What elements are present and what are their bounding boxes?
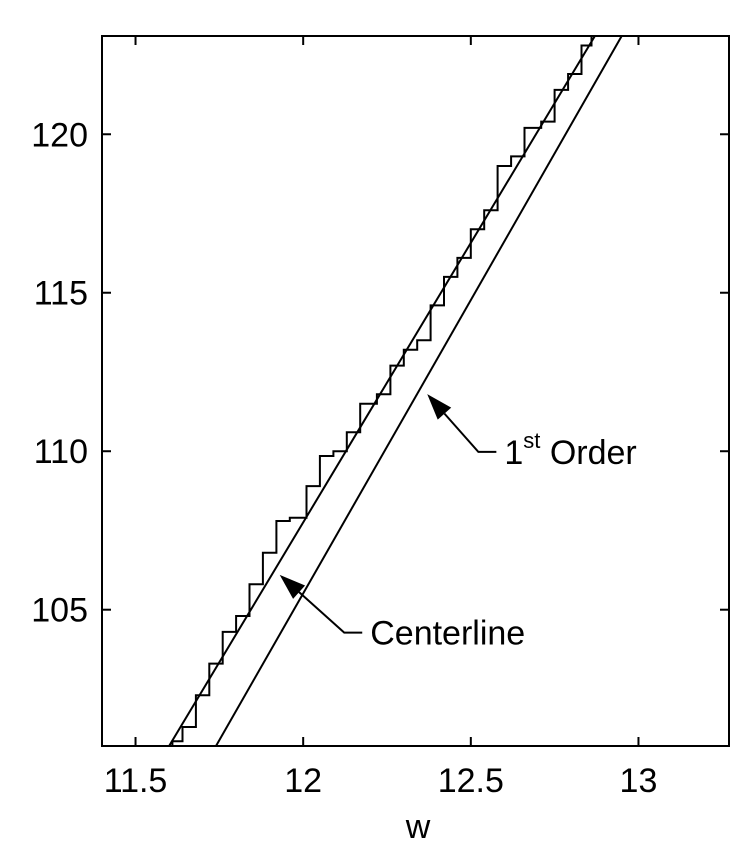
step-series-line [171,36,593,746]
annotation-superscript: st [523,428,540,453]
plot-area [101,35,730,747]
centerline-series-line [168,36,596,746]
annotation-arrow-line [443,412,497,453]
x-tick-label: 13 [620,762,658,800]
x-tick-label: 11.5 [104,762,168,800]
annotation-2: 1st Order [427,394,637,472]
annotation-arrow-head [279,574,306,599]
annotation-label: 1st Order [504,428,636,472]
x-tick-label: 12.5 [438,762,504,800]
annotation-suffix: Order [540,434,636,472]
y-tick-label: 105 [31,592,88,630]
annotation-1: Centerline [279,574,525,653]
y-tick-label: 120 [31,116,88,154]
x-tick-label: 12 [284,762,322,800]
annotation-arrow-line [298,591,363,634]
y-tick-label: 115 [34,275,88,313]
y-tick-label: 110 [34,433,88,471]
x-axis-label: w [405,808,431,844]
annotation-arrow-head [427,394,452,420]
plot-frame [101,35,730,747]
tick-layer: 11.5 12 12.5 13 105 110 115 120 [31,36,729,800]
annotation-layer: Centerline 1st Order [279,394,637,653]
first-order-series-line [215,36,623,746]
annotation-label: Centerline [370,615,525,653]
series-layer [168,36,623,746]
